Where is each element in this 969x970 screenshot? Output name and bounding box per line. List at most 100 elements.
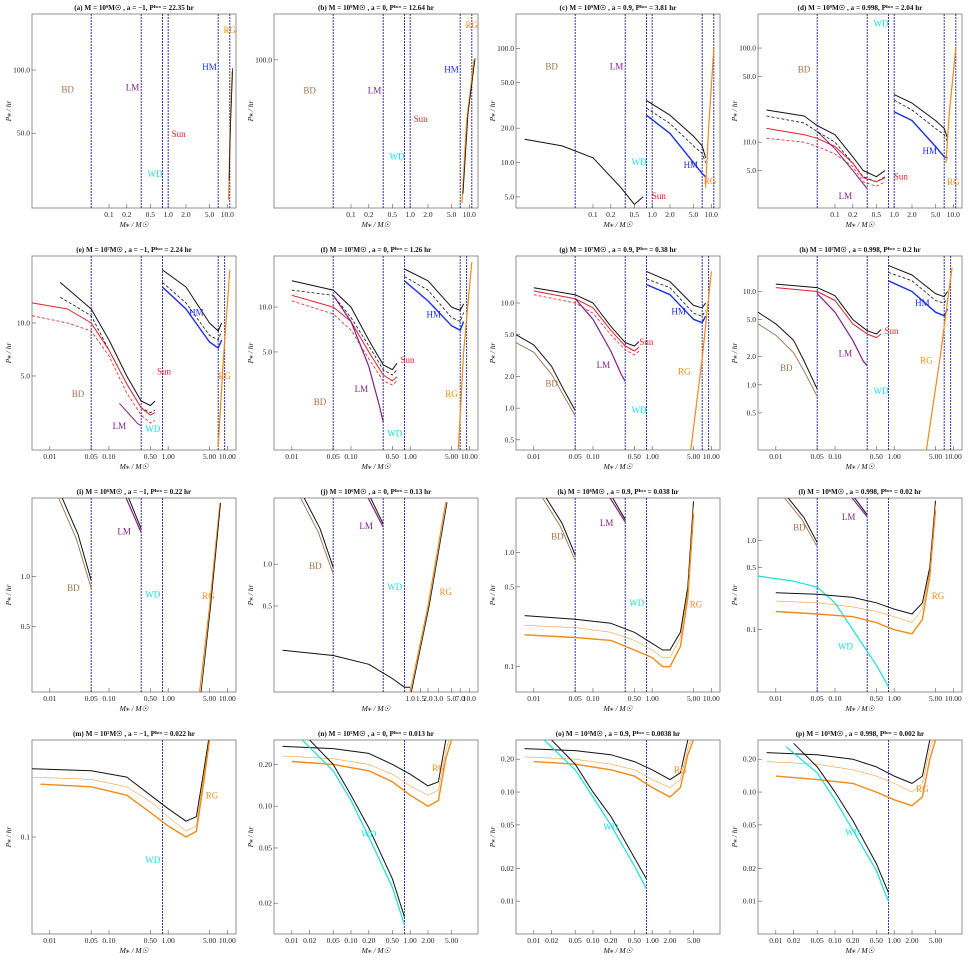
x-tick-label: 1.0 <box>889 210 899 219</box>
y-tick-label: 10.0 <box>501 299 514 308</box>
label-rg: RG <box>206 790 219 800</box>
panel-o: (o) M = 10⁵M☉ , a = 0.9, Pᴵˢᶜᵒ = 0.0038 … <box>486 728 726 970</box>
plot-frame <box>515 255 721 451</box>
series-black <box>533 287 640 347</box>
label-sun: Sun <box>414 114 429 124</box>
x-tick-label: 5.0 <box>447 694 457 703</box>
series-ISCO-black <box>775 500 936 615</box>
panel-title-b: (b) M = 10⁹M☉ , a = 0, Pᴵˢᶜᵒ = 12.64 hr <box>318 4 435 12</box>
x-tick-label: 1.00 <box>404 936 417 945</box>
x-tick-label: 5.00 <box>445 452 458 461</box>
y-axis-label: P⁎ / hr <box>246 101 255 123</box>
x-tick-label: 10.0 <box>705 210 718 219</box>
series-WD-black <box>793 742 889 893</box>
panel-b: (b) M = 10⁹M☉ , a = 0, Pᴵˢᶜᵒ = 12.64 hr 0… <box>244 2 484 244</box>
label-sun: Sun <box>172 129 187 139</box>
series-RG <box>533 740 695 798</box>
x-tick-label: 0.05 <box>327 452 340 461</box>
series-purple <box>332 294 384 422</box>
label-lm: LM <box>600 518 614 528</box>
chart-g: (g) M = 10⁷M☉ , a = 0.9, Pᴵˢᶜᵒ = 0.38 hr… <box>488 246 721 471</box>
label-bd: BD <box>545 379 558 389</box>
panel-title-o: (o) M = 10⁵M☉ , a = 0.9, Pᴵˢᶜᵒ = 0.0038 … <box>556 730 681 738</box>
x-tick-label: 0.50 <box>870 452 883 461</box>
panel-k: (k) M = 10⁶M☉ , a = 0.9, Pᴵˢᶜᵒ = 0.038 h… <box>486 486 726 728</box>
y-tick-label: 1.0 <box>505 404 515 413</box>
label-wd: WD <box>632 157 647 167</box>
panel-m: (m) M = 10⁵M☉ , a = −1, Pᴵˢᶜᵒ = 0.022 hr… <box>2 728 242 970</box>
series-RG <box>199 502 221 692</box>
y-axis-label: P⁎ / hr <box>4 585 13 607</box>
x-axis-label: M⁎ / M☉ <box>603 946 633 955</box>
series-thin-orange <box>282 740 450 796</box>
series-HM-upper <box>888 265 949 298</box>
series-ISCO-black <box>32 740 210 822</box>
y-tick-label: 10.0 <box>743 287 756 296</box>
panel-a: (a) M = 10⁹M☉ , a = −1, Pᴵˢᶜᵒ = 22.35 hr… <box>2 2 242 244</box>
y-tick-label: 2.0 <box>505 372 515 381</box>
label-sun: Sun <box>884 326 899 336</box>
series-LM-purple <box>367 498 384 528</box>
series-black-dash <box>291 289 398 376</box>
x-tick-label: 5.00 <box>929 694 942 703</box>
series-thin-orange <box>775 505 936 623</box>
label-bd: BD <box>309 561 322 571</box>
panel-n: (n) M = 10⁵M☉ , a = 0, Pᴵˢᶜᵒ = 0.013 hr 0… <box>244 728 484 970</box>
label-sun: Sun <box>157 366 172 376</box>
label-lm: LM <box>355 384 369 394</box>
label-wd: WD <box>145 424 160 434</box>
series-BD-black <box>787 498 818 543</box>
x-tick-label: 0.10 <box>828 694 841 703</box>
plot-frame <box>757 255 963 451</box>
plot-area <box>766 740 937 934</box>
y-tick-label: 10.0 <box>743 138 756 147</box>
series-HM <box>161 286 223 349</box>
series-thin-orange <box>32 740 210 832</box>
chart-o: (o) M = 10⁵M☉ , a = 0.9, Pᴵˢᶜᵒ = 0.0038 … <box>488 730 721 955</box>
label-bd: BD <box>61 85 74 95</box>
series-HM-dash <box>646 278 706 317</box>
chart-i: (i) M = 10⁶M☉ , a = −1, Pᴵˢᶜᵒ = 0.22 hr 0… <box>4 488 237 713</box>
y-tick-label: 1.0 <box>747 536 757 545</box>
panel-title-j: (j) M = 10⁶M☉ , a = 0, Pᴵˢᶜᵒ = 0.13 hr <box>321 488 433 496</box>
series-RG-black <box>462 58 476 194</box>
x-tick-label: 2.0 <box>423 210 433 219</box>
label-lm: LM <box>610 62 624 72</box>
x-tick-label: 1.00 <box>162 936 175 945</box>
x-tick-label: 5.00 <box>203 452 216 461</box>
panel-p: (p) M = 10⁵M☉ , a = 0.998, Pᴵˢᶜᵒ = 0.002… <box>728 728 968 970</box>
y-tick-label: 1.0 <box>505 548 515 557</box>
x-tick-label: 10.00 <box>945 452 962 461</box>
x-tick-label: 0.10 <box>344 936 357 945</box>
x-tick-label: 5.00 <box>687 694 700 703</box>
series-BD-black <box>545 498 576 556</box>
series-BD-brown <box>58 498 92 589</box>
plot-frame <box>273 13 479 209</box>
series-black <box>59 282 156 406</box>
label-wd: WD <box>603 822 618 832</box>
series-LM-purple <box>609 498 626 523</box>
x-tick-label: 0.01 <box>527 936 540 945</box>
plot-area <box>291 256 473 450</box>
y-tick-label: 0.05 <box>743 820 756 829</box>
label-lm: LM <box>113 421 127 431</box>
series-WD-cyan <box>301 740 405 925</box>
x-tick-label: 0.10 <box>344 452 357 461</box>
x-tick-label: 10.00 <box>219 936 236 945</box>
panel-title-m: (m) M = 10⁵M☉ , a = −1, Pᴵˢᶜᵒ = 0.022 hr <box>73 730 196 738</box>
series-red <box>32 302 156 416</box>
panel-i: (i) M = 10⁶M☉ , a = −1, Pᴵˢᶜᵒ = 0.22 hr 0… <box>2 486 242 728</box>
plot-area <box>282 498 448 692</box>
y-axis-label: P⁎ / hr <box>488 343 497 365</box>
chart-h: (h) M = 10⁷M☉ , a = 0.998, Pᴵˢᶜᵒ = 0.2 h… <box>730 246 963 471</box>
x-tick-label: 0.05 <box>569 694 582 703</box>
label-hm: HM <box>684 160 699 170</box>
x-tick-label: 0.50 <box>144 936 157 945</box>
series-LM-black <box>612 498 626 520</box>
plot-area <box>516 256 712 450</box>
plot-area <box>32 740 211 934</box>
label-rg: RG <box>432 763 445 773</box>
panel-g: (g) M = 10⁷M☉ , a = 0.9, Pᴵˢᶜᵒ = 0.38 hr… <box>486 244 726 486</box>
series-BD-black <box>758 311 818 390</box>
x-tick-label: 0.20 <box>604 936 617 945</box>
